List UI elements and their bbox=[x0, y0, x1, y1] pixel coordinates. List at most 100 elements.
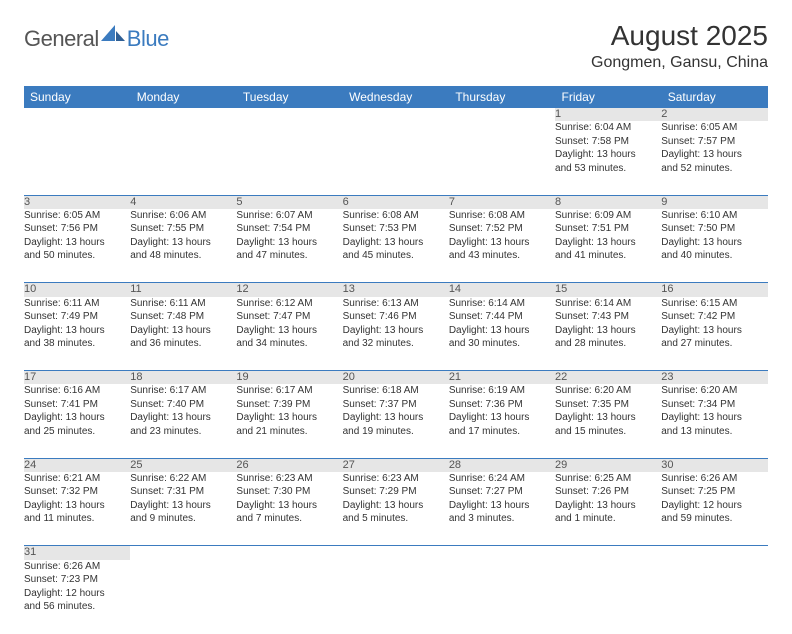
day-info-line: Sunrise: 6:21 AM bbox=[24, 472, 130, 486]
day-info-line: Sunset: 7:40 PM bbox=[130, 398, 236, 412]
weekday-header: Monday bbox=[130, 86, 236, 108]
day-info-line: Sunrise: 6:14 AM bbox=[449, 297, 555, 311]
day-info-line: Daylight: 13 hours bbox=[130, 411, 236, 425]
day-content-cell: Sunrise: 6:07 AMSunset: 7:54 PMDaylight:… bbox=[236, 209, 342, 283]
day-info-line: Daylight: 13 hours bbox=[24, 499, 130, 513]
day-info-line: Sunset: 7:58 PM bbox=[555, 135, 661, 149]
day-info-line: Daylight: 13 hours bbox=[24, 236, 130, 250]
daynum-row: 17181920212223 bbox=[24, 371, 768, 385]
day-info-line: Daylight: 13 hours bbox=[343, 411, 449, 425]
day-number-cell bbox=[130, 108, 236, 121]
day-info-line: Sunrise: 6:09 AM bbox=[555, 209, 661, 223]
day-content-cell bbox=[24, 121, 130, 195]
day-content-cell: Sunrise: 6:10 AMSunset: 7:50 PMDaylight:… bbox=[661, 209, 767, 283]
logo-sail-icon bbox=[101, 25, 127, 48]
day-info-line: Sunrise: 6:19 AM bbox=[449, 384, 555, 398]
day-content-row: Sunrise: 6:04 AMSunset: 7:58 PMDaylight:… bbox=[24, 121, 768, 195]
day-info-line: Sunrise: 6:16 AM bbox=[24, 384, 130, 398]
day-number-cell: 2 bbox=[661, 108, 767, 121]
day-info-line: and 43 minutes. bbox=[449, 249, 555, 263]
day-number-cell bbox=[130, 546, 236, 560]
day-info-line: Sunrise: 6:18 AM bbox=[343, 384, 449, 398]
day-info-line: Daylight: 13 hours bbox=[343, 499, 449, 513]
day-content-cell bbox=[343, 560, 449, 634]
day-info-line: Sunrise: 6:08 AM bbox=[449, 209, 555, 223]
day-info-line: Sunset: 7:49 PM bbox=[24, 310, 130, 324]
day-info-line: Sunrise: 6:10 AM bbox=[661, 209, 767, 223]
day-content-cell: Sunrise: 6:25 AMSunset: 7:26 PMDaylight:… bbox=[555, 472, 661, 546]
day-number-cell bbox=[661, 546, 767, 560]
location: Gongmen, Gansu, China bbox=[591, 54, 768, 72]
day-number-cell: 31 bbox=[24, 546, 130, 560]
day-info-line: Sunset: 7:25 PM bbox=[661, 485, 767, 499]
day-content-row: Sunrise: 6:16 AMSunset: 7:41 PMDaylight:… bbox=[24, 384, 768, 458]
day-info-line: and 50 minutes. bbox=[24, 249, 130, 263]
day-info-line: Daylight: 12 hours bbox=[24, 587, 130, 601]
day-content-cell bbox=[661, 560, 767, 634]
day-content-cell: Sunrise: 6:11 AMSunset: 7:49 PMDaylight:… bbox=[24, 297, 130, 371]
day-content-cell bbox=[130, 560, 236, 634]
day-info-line: Sunset: 7:46 PM bbox=[343, 310, 449, 324]
day-number-cell bbox=[343, 546, 449, 560]
day-info-line: and 5 minutes. bbox=[343, 512, 449, 526]
day-info-line: and 59 minutes. bbox=[661, 512, 767, 526]
day-number-cell: 1 bbox=[555, 108, 661, 121]
day-info-line: Sunset: 7:29 PM bbox=[343, 485, 449, 499]
day-number-cell bbox=[343, 108, 449, 121]
day-info-line: Sunset: 7:32 PM bbox=[24, 485, 130, 499]
day-content-cell: Sunrise: 6:26 AMSunset: 7:23 PMDaylight:… bbox=[24, 560, 130, 634]
day-number-cell: 15 bbox=[555, 283, 661, 297]
day-number-cell bbox=[449, 546, 555, 560]
day-info-line: Sunrise: 6:11 AM bbox=[130, 297, 236, 311]
day-info-line: Sunrise: 6:26 AM bbox=[661, 472, 767, 486]
day-info-line: Sunset: 7:52 PM bbox=[449, 222, 555, 236]
day-content-cell bbox=[236, 560, 342, 634]
day-info-line: Daylight: 13 hours bbox=[555, 499, 661, 513]
day-content-cell: Sunrise: 6:04 AMSunset: 7:58 PMDaylight:… bbox=[555, 121, 661, 195]
day-info-line: and 7 minutes. bbox=[236, 512, 342, 526]
day-number-cell: 9 bbox=[661, 195, 767, 209]
header: General Blue August 2025 Gongmen, Gansu,… bbox=[24, 20, 768, 72]
day-info-line: Sunset: 7:44 PM bbox=[449, 310, 555, 324]
day-content-cell: Sunrise: 6:13 AMSunset: 7:46 PMDaylight:… bbox=[343, 297, 449, 371]
day-info-line: and 1 minute. bbox=[555, 512, 661, 526]
day-content-cell: Sunrise: 6:08 AMSunset: 7:52 PMDaylight:… bbox=[449, 209, 555, 283]
day-number-cell bbox=[449, 108, 555, 121]
day-info-line: and 15 minutes. bbox=[555, 425, 661, 439]
day-info-line: Sunset: 7:51 PM bbox=[555, 222, 661, 236]
day-info-line: Daylight: 13 hours bbox=[661, 411, 767, 425]
day-number-cell: 5 bbox=[236, 195, 342, 209]
weekday-header: Wednesday bbox=[343, 86, 449, 108]
day-number-cell: 22 bbox=[555, 371, 661, 385]
day-number-cell bbox=[236, 108, 342, 121]
day-number-cell: 13 bbox=[343, 283, 449, 297]
day-info-line: Daylight: 13 hours bbox=[661, 148, 767, 162]
day-info-line: and 13 minutes. bbox=[661, 425, 767, 439]
day-content-cell: Sunrise: 6:05 AMSunset: 7:56 PMDaylight:… bbox=[24, 209, 130, 283]
day-info-line: Sunrise: 6:12 AM bbox=[236, 297, 342, 311]
day-info-line: Sunset: 7:50 PM bbox=[661, 222, 767, 236]
day-content-cell bbox=[555, 560, 661, 634]
month-title: August 2025 bbox=[591, 20, 768, 52]
day-number-cell: 21 bbox=[449, 371, 555, 385]
day-content-cell: Sunrise: 6:16 AMSunset: 7:41 PMDaylight:… bbox=[24, 384, 130, 458]
day-info-line: Sunset: 7:30 PM bbox=[236, 485, 342, 499]
day-info-line: Sunrise: 6:05 AM bbox=[24, 209, 130, 223]
day-info-line: and 45 minutes. bbox=[343, 249, 449, 263]
day-info-line: Daylight: 13 hours bbox=[449, 499, 555, 513]
day-info-line: Daylight: 13 hours bbox=[236, 236, 342, 250]
day-content-cell bbox=[449, 121, 555, 195]
day-info-line: and 52 minutes. bbox=[661, 162, 767, 176]
day-info-line: Daylight: 13 hours bbox=[236, 324, 342, 338]
day-content-cell bbox=[343, 121, 449, 195]
day-content-cell: Sunrise: 6:19 AMSunset: 7:36 PMDaylight:… bbox=[449, 384, 555, 458]
day-info-line: Daylight: 13 hours bbox=[130, 324, 236, 338]
day-number-cell: 30 bbox=[661, 458, 767, 472]
day-content-cell: Sunrise: 6:21 AMSunset: 7:32 PMDaylight:… bbox=[24, 472, 130, 546]
day-content-cell: Sunrise: 6:05 AMSunset: 7:57 PMDaylight:… bbox=[661, 121, 767, 195]
day-info-line: Daylight: 13 hours bbox=[555, 324, 661, 338]
day-info-line: Sunset: 7:26 PM bbox=[555, 485, 661, 499]
day-info-line: Sunset: 7:39 PM bbox=[236, 398, 342, 412]
day-info-line: Sunset: 7:23 PM bbox=[24, 573, 130, 587]
day-info-line: Sunset: 7:41 PM bbox=[24, 398, 130, 412]
